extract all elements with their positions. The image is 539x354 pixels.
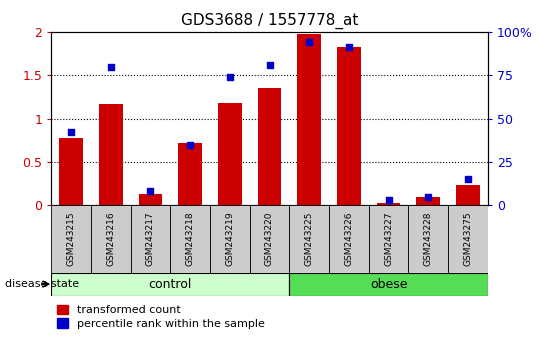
- Text: GSM243275: GSM243275: [464, 212, 473, 266]
- Point: [344, 45, 353, 50]
- Bar: [289, 273, 488, 296]
- Point: [384, 197, 393, 203]
- Point: [424, 194, 433, 200]
- Bar: [130, 205, 170, 273]
- Point: [146, 189, 155, 194]
- Text: GSM243220: GSM243220: [265, 212, 274, 266]
- Bar: [258, 88, 281, 205]
- Bar: [289, 205, 329, 273]
- Text: GSM243218: GSM243218: [185, 212, 195, 266]
- Point: [106, 64, 115, 69]
- Bar: [210, 205, 250, 273]
- Point: [464, 176, 472, 182]
- Point: [186, 142, 195, 147]
- Text: GSM243226: GSM243226: [344, 212, 354, 266]
- Bar: [139, 194, 162, 205]
- Bar: [456, 185, 480, 205]
- Bar: [298, 34, 321, 205]
- Bar: [448, 205, 488, 273]
- Legend: transformed count, percentile rank within the sample: transformed count, percentile rank withi…: [57, 305, 265, 329]
- Bar: [51, 273, 289, 296]
- Text: disease state: disease state: [5, 279, 80, 289]
- Text: GSM243219: GSM243219: [225, 212, 234, 266]
- Bar: [416, 197, 440, 205]
- Bar: [59, 138, 83, 205]
- Bar: [337, 47, 361, 205]
- Bar: [170, 205, 210, 273]
- Bar: [329, 205, 369, 273]
- Bar: [91, 205, 130, 273]
- Point: [67, 130, 75, 135]
- Point: [265, 62, 274, 68]
- Text: control: control: [149, 278, 192, 291]
- Bar: [51, 205, 91, 273]
- Bar: [377, 203, 400, 205]
- Bar: [99, 104, 123, 205]
- Text: obese: obese: [370, 278, 407, 291]
- Text: GSM243228: GSM243228: [424, 212, 433, 266]
- Text: GDS3688 / 1557778_at: GDS3688 / 1557778_at: [181, 12, 358, 29]
- Bar: [409, 205, 448, 273]
- Text: GSM243215: GSM243215: [66, 212, 75, 266]
- Bar: [178, 143, 202, 205]
- Text: GSM243225: GSM243225: [305, 212, 314, 266]
- Text: GSM243216: GSM243216: [106, 212, 115, 266]
- Point: [225, 74, 234, 80]
- Bar: [218, 103, 241, 205]
- Text: GSM243217: GSM243217: [146, 212, 155, 266]
- Point: [305, 39, 314, 45]
- Text: GSM243227: GSM243227: [384, 212, 393, 266]
- Bar: [250, 205, 289, 273]
- Bar: [369, 205, 409, 273]
